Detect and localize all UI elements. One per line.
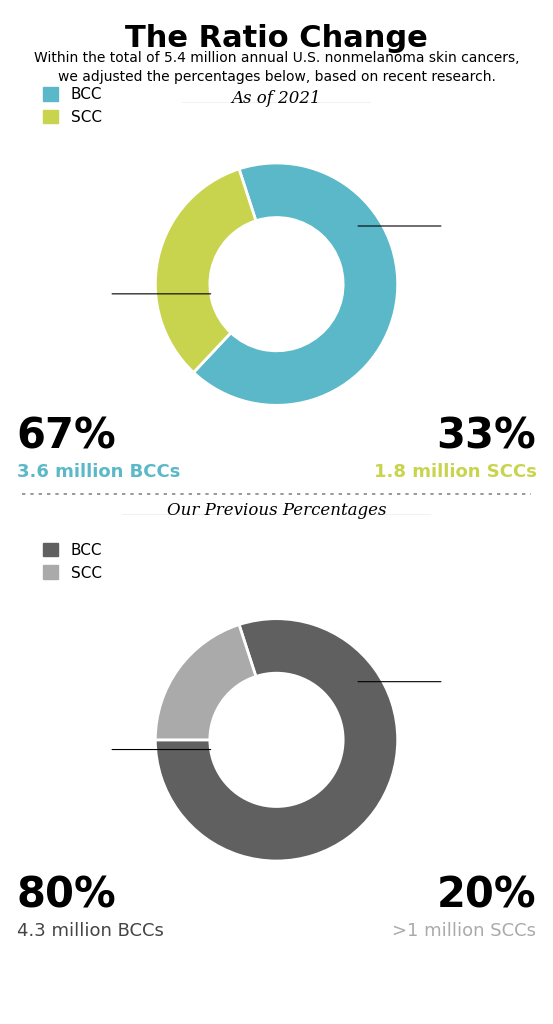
Legend: BCC, SCC: BCC, SCC <box>37 81 108 131</box>
Text: 1.8 million SCCs: 1.8 million SCCs <box>373 463 536 481</box>
Text: we adjusted the percentages below, based on recent research.: we adjusted the percentages below, based… <box>58 70 495 84</box>
Text: 33%: 33% <box>437 416 536 458</box>
Wedge shape <box>194 163 398 406</box>
Text: As of 2021: As of 2021 <box>232 90 321 108</box>
Text: 3.6 million BCCs: 3.6 million BCCs <box>17 463 180 481</box>
Text: The Ratio Change: The Ratio Change <box>125 24 428 52</box>
Wedge shape <box>155 625 256 739</box>
Legend: BCC, SCC: BCC, SCC <box>37 537 108 587</box>
Text: 4.3 million BCCs: 4.3 million BCCs <box>17 922 164 940</box>
Text: Our Previous Percentages: Our Previous Percentages <box>167 502 386 519</box>
Text: 20%: 20% <box>437 874 536 916</box>
Wedge shape <box>155 618 398 861</box>
Text: 67%: 67% <box>17 416 116 458</box>
Text: 80%: 80% <box>17 874 116 916</box>
Text: >1 million SCCs: >1 million SCCs <box>393 922 536 940</box>
Wedge shape <box>155 169 256 373</box>
Text: Within the total of 5.4 million annual U.S. nonmelanoma skin cancers,: Within the total of 5.4 million annual U… <box>34 51 519 66</box>
